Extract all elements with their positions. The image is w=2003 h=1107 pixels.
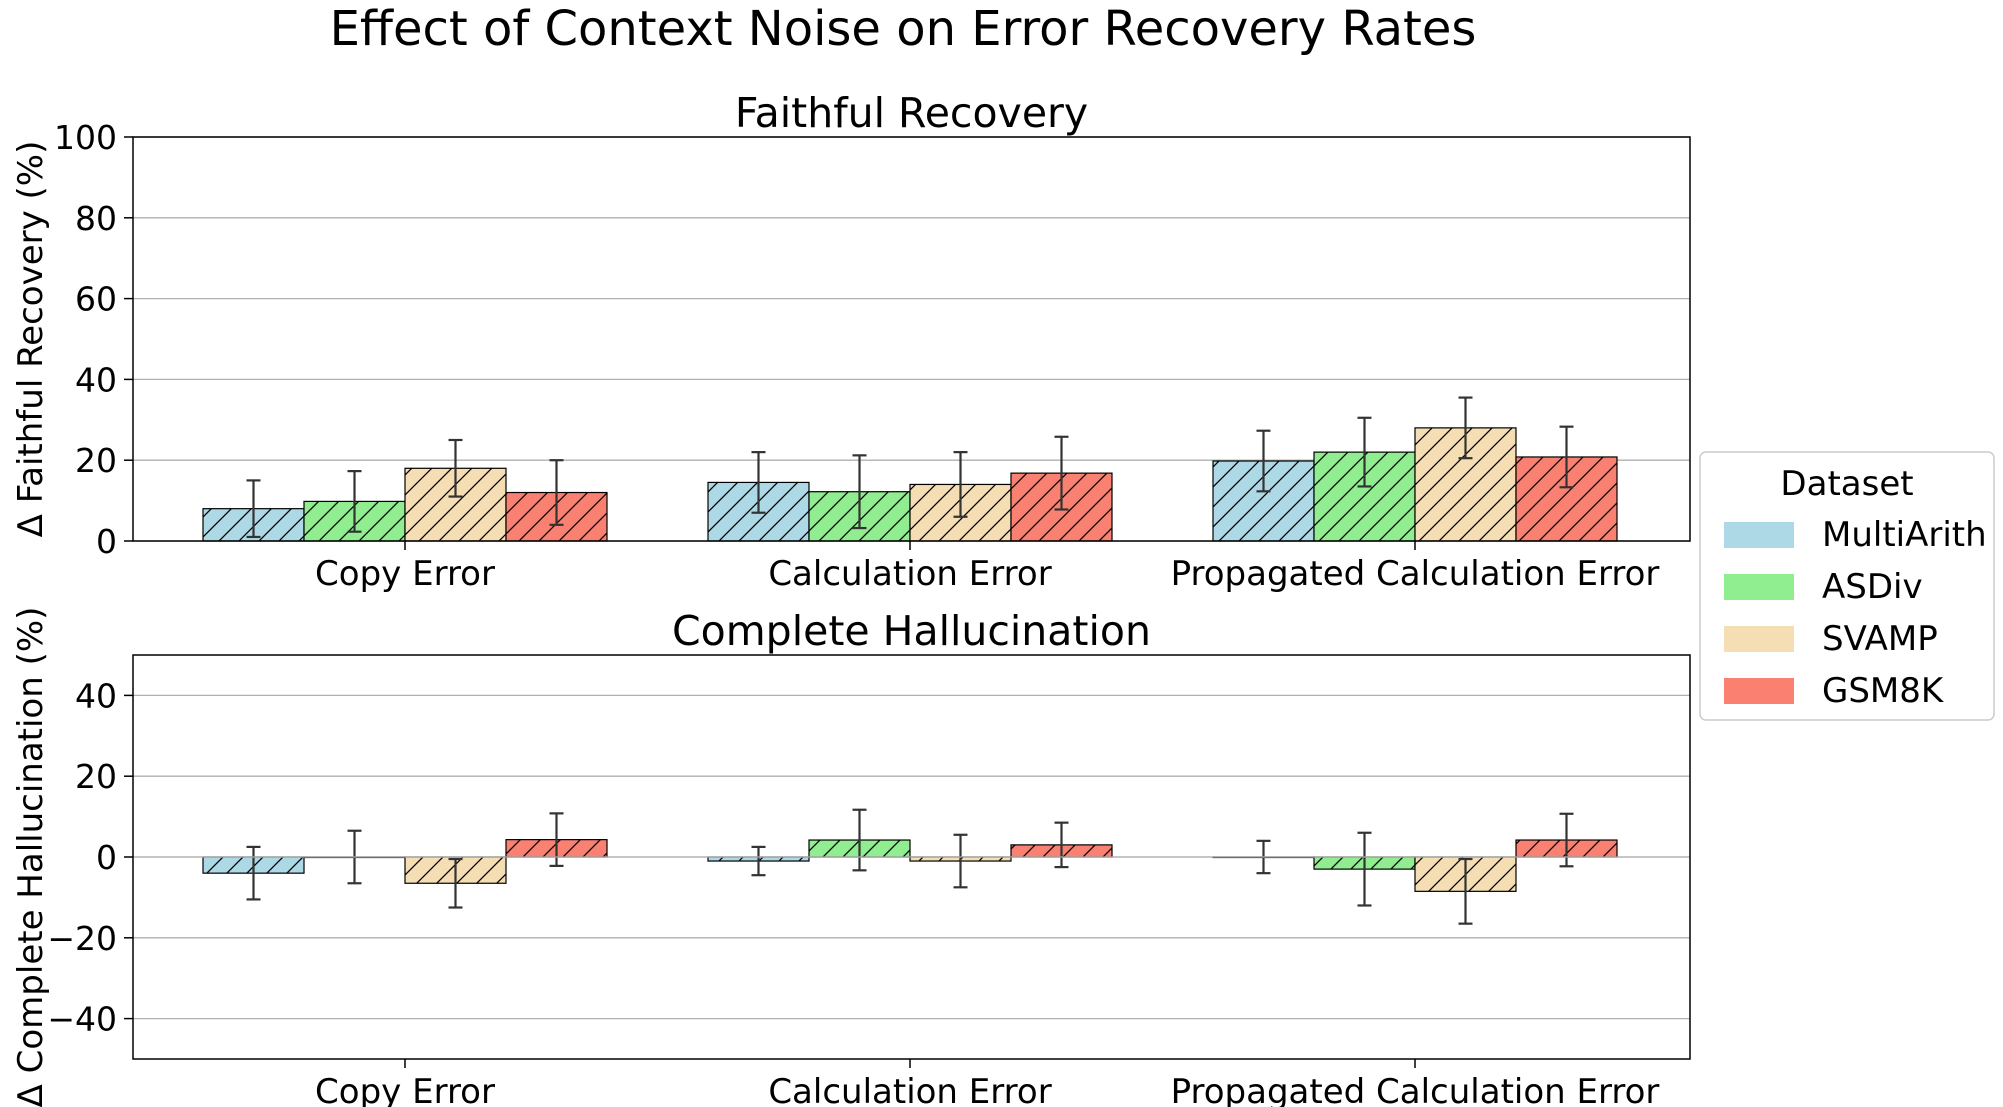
complete-hallucination-ytick-label-40: 40	[75, 676, 117, 715]
faithful-recovery-ytick-label-20: 20	[75, 441, 117, 480]
complete-hallucination-ylabel: Δ Complete Hallucination (%)	[11, 607, 51, 1107]
complete-hallucination-ytick-label-20: 20	[75, 757, 117, 796]
complete-hallucination-xtick-label-copy-error: Copy Error	[315, 1072, 495, 1107]
legend-entries: MultiArith ASDiv SVAMP GSM8K	[1724, 515, 1987, 711]
legend-swatch-svamp	[1724, 626, 1794, 652]
complete-hallucination-title: Complete Hallucination	[672, 607, 1151, 655]
faithful-recovery-ytick-label-60: 60	[75, 280, 117, 319]
legend-swatch-asdiv	[1724, 574, 1794, 600]
legend-swatch-gsm8k	[1724, 678, 1794, 704]
legend-swatch-multiarith	[1724, 522, 1794, 548]
legend-label-asdiv: ASDiv	[1822, 567, 1923, 607]
legend-label-multiarith: MultiArith	[1822, 515, 1987, 555]
faithful-recovery-xtick-label-copy-error: Copy Error	[315, 554, 495, 594]
complete-hallucination-xtick-label-propagated-calculation-error: Propagated Calculation Error	[1171, 1072, 1660, 1107]
faithful-recovery-axes-frame	[132, 136, 1691, 542]
faithful-recovery-chart: 0 20 40 60 80 100 Copy Error Calculation Error P…	[11, 89, 1691, 594]
faithful-recovery-ytick-label-80: 80	[75, 199, 117, 238]
complete-hallucination-ytick-label-0: 0	[96, 838, 117, 877]
complete-hallucination-ytick-label-40: −40	[47, 1000, 117, 1039]
faithful-recovery-ytick-label-40: 40	[75, 360, 117, 399]
complete-hallucination-chart: −40 −20 0 20 40 Copy Error Calculation Error Pr…	[11, 607, 1691, 1107]
faithful-recovery-title: Faithful Recovery	[735, 89, 1088, 137]
legend-label-svamp: SVAMP	[1822, 619, 1938, 659]
faithful-recovery-ytick-label-0: 0	[96, 522, 117, 561]
complete-hallucination-xtick-label-calculation-error: Calculation Error	[768, 1072, 1051, 1107]
complete-hallucination-ytick-label-20: −20	[47, 919, 117, 958]
faithful-recovery-ytick-label-100: 100	[54, 118, 117, 157]
legend-title: Dataset	[1780, 464, 1913, 504]
legend-label-gsm8k: GSM8K	[1822, 671, 1945, 711]
legend: Dataset MultiArith ASDiv SVAMP GSM8K	[1699, 451, 1995, 721]
figure-title: Effect of Context Noise on Error Recover…	[330, 1, 1477, 57]
faithful-recovery-xtick-label-propagated-calculation-error: Propagated Calculation Error	[1171, 554, 1660, 594]
faithful-recovery-ylabel: Δ Faithful Recovery (%)	[11, 141, 51, 538]
faithful-recovery-xtick-label-calculation-error: Calculation Error	[768, 554, 1051, 594]
legend-frame	[1699, 451, 1995, 721]
